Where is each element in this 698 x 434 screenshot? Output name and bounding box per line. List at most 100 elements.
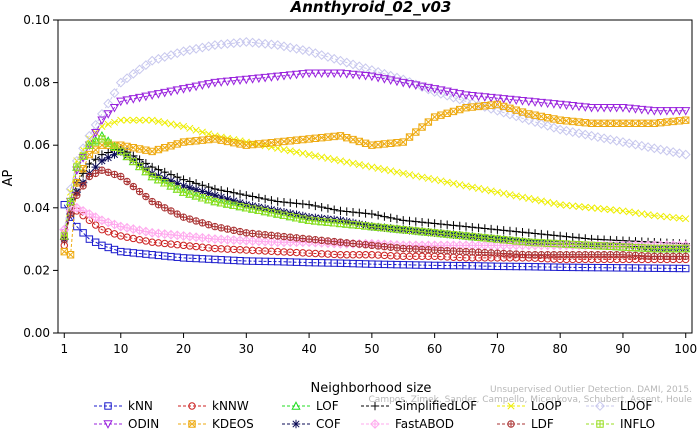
data-point-loop: [311, 152, 319, 160]
data-point-ldf: [361, 241, 370, 249]
data-point-kdeos: [179, 138, 188, 146]
data-point-odin: [586, 103, 597, 113]
data-point-simplifiedlof: [562, 232, 571, 241]
data-point-ldf: [631, 251, 640, 259]
data-point-odin: [536, 98, 546, 108]
data-point-ldf: [418, 245, 426, 254]
data-point-loop: [493, 188, 501, 196]
data-point-ldof: [297, 45, 308, 55]
data-point-ldof: [241, 37, 252, 47]
legend-marker: [291, 401, 301, 410]
data-point-knnw: [98, 226, 106, 234]
data-point-ldf: [330, 237, 338, 246]
data-point-odin: [461, 91, 471, 100]
data-point-simplifiedlof: [254, 193, 264, 202]
legend-item-lof: LOF: [282, 399, 339, 413]
data-point-kdeos: [173, 140, 181, 148]
data-point-ldof: [260, 38, 271, 49]
data-point-loop: [148, 116, 156, 124]
y-tick-label: 0.04: [23, 201, 50, 215]
data-point-simplifiedlof: [543, 230, 552, 239]
data-point-kdeos: [186, 137, 194, 146]
data-point-ldf: [682, 252, 690, 260]
data-point-odin: [91, 128, 101, 138]
data-point-cof: [104, 153, 113, 162]
data-point-loop: [449, 179, 458, 187]
data-point-loop: [362, 162, 370, 170]
data-point-odin: [448, 88, 459, 98]
data-point-cof: [210, 191, 220, 200]
data-point-ldf: [456, 247, 464, 255]
data-point-odin: [222, 77, 233, 87]
data-point-simplifiedlof: [474, 223, 483, 233]
data-point-ldof: [636, 140, 647, 151]
data-point-ldf: [198, 219, 207, 227]
data-point-odin: [593, 103, 603, 113]
data-point-odin: [499, 95, 509, 104]
data-point-ldf: [117, 172, 125, 181]
data-point-ldf: [575, 251, 583, 259]
data-point-loop: [500, 189, 508, 197]
data-point-loop: [123, 116, 131, 124]
data-point-loop: [136, 116, 144, 124]
legend-label: INFLO: [620, 417, 655, 431]
data-point-odin: [473, 92, 484, 102]
data-point-ldf: [600, 251, 608, 259]
data-point-inflo: [66, 197, 75, 206]
data-point-cof: [160, 174, 169, 183]
data-point-inflo: [192, 192, 200, 200]
data-point-ldf: [255, 230, 263, 238]
data-point-loop: [437, 177, 445, 185]
data-point-loop: [393, 168, 401, 176]
data-point-odin: [291, 70, 302, 80]
data-point-ldf: [625, 251, 633, 259]
data-point-loop: [387, 167, 395, 175]
data-point-ldof: [429, 87, 440, 97]
data-point-ldf: [430, 246, 439, 254]
data-point-odin: [147, 91, 157, 100]
data-point-kdeos: [430, 113, 439, 121]
data-point-loop: [299, 149, 307, 157]
data-point-loop: [412, 172, 420, 180]
data-point-kdeos: [261, 139, 269, 148]
data-point-loop: [638, 210, 646, 218]
legend-label: FastABOD: [395, 417, 454, 431]
data-point-ldof: [536, 119, 547, 129]
data-point-fastabod: [90, 212, 101, 223]
data-point-loop: [374, 164, 382, 172]
data-point-ldf: [368, 241, 376, 249]
data-point-loop: [261, 142, 269, 150]
x-tick-label: 1: [60, 342, 68, 356]
data-point-odin: [618, 103, 628, 113]
data-point-kdeos: [386, 139, 395, 148]
data-point-ldf: [380, 242, 389, 251]
data-point-cof: [97, 156, 107, 166]
data-point-loop: [518, 193, 527, 201]
data-point-kdeos: [412, 128, 420, 136]
data-point-kdeos: [462, 103, 470, 112]
data-point-odin: [103, 110, 113, 119]
series-knn: [60, 200, 690, 273]
data-point-loop: [192, 126, 200, 134]
data-point-odin: [310, 69, 321, 79]
data-point-odin: [580, 103, 590, 112]
data-point-ldof: [109, 88, 120, 98]
data-point-cof: [166, 176, 176, 186]
data-point-inflo: [173, 185, 181, 193]
data-point-simplifiedlof: [317, 202, 326, 212]
data-point-ldof: [643, 142, 653, 152]
data-point-loop: [305, 151, 313, 159]
data-point-loop: [569, 202, 577, 210]
legend-marker: [507, 420, 515, 428]
data-point-kdeos: [663, 118, 671, 126]
data-point-ldf: [223, 225, 232, 233]
credit-line-2: Campos, Zimek, Sander, Campello, Micenko…: [369, 395, 693, 405]
data-point-simplifiedlof: [499, 226, 508, 235]
data-point-ldf: [154, 201, 163, 209]
data-point-ldf: [317, 236, 326, 244]
data-point-ldof: [304, 46, 314, 57]
y-axis: 0.00 0.02 0.04 0.06 0.08 0.10: [23, 13, 58, 340]
data-point-simplifiedlof: [304, 200, 314, 209]
data-point-inflo: [154, 175, 163, 184]
